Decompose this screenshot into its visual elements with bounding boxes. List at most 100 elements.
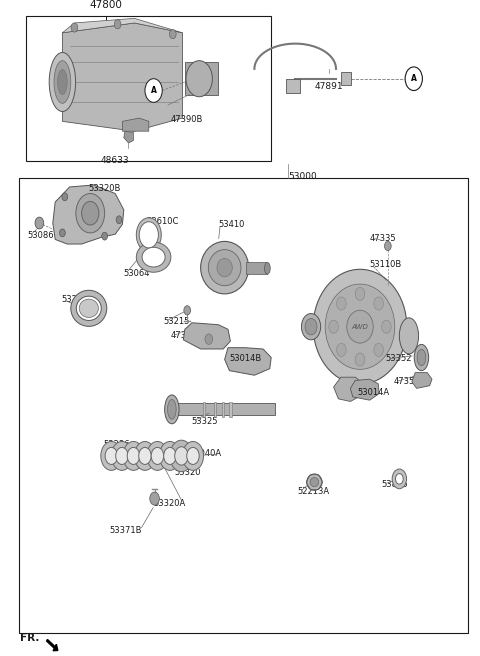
Text: 53320A: 53320A xyxy=(153,499,185,508)
Circle shape xyxy=(134,441,156,470)
Ellipse shape xyxy=(264,262,270,274)
Circle shape xyxy=(62,193,68,201)
Bar xyxy=(203,402,205,417)
Circle shape xyxy=(150,492,159,505)
Ellipse shape xyxy=(168,400,176,419)
Text: 53040A: 53040A xyxy=(190,449,222,459)
Ellipse shape xyxy=(347,310,373,343)
Ellipse shape xyxy=(307,474,322,490)
Circle shape xyxy=(102,232,108,240)
Text: 53236: 53236 xyxy=(103,440,130,449)
Circle shape xyxy=(374,297,384,310)
Text: 53014B: 53014B xyxy=(229,354,262,363)
Polygon shape xyxy=(53,185,124,244)
Ellipse shape xyxy=(54,60,71,104)
Polygon shape xyxy=(62,18,182,33)
Text: AWD: AWD xyxy=(351,323,369,330)
Circle shape xyxy=(396,474,403,484)
Circle shape xyxy=(147,441,168,470)
Ellipse shape xyxy=(142,247,165,267)
Circle shape xyxy=(139,222,158,248)
Ellipse shape xyxy=(110,441,113,470)
Polygon shape xyxy=(183,323,230,349)
Ellipse shape xyxy=(79,299,98,318)
Text: A: A xyxy=(411,74,417,83)
Ellipse shape xyxy=(49,52,76,112)
Ellipse shape xyxy=(201,241,249,294)
Bar xyxy=(341,72,351,85)
Ellipse shape xyxy=(136,242,171,272)
Ellipse shape xyxy=(399,318,419,354)
Ellipse shape xyxy=(313,269,407,384)
Circle shape xyxy=(116,447,128,464)
Circle shape xyxy=(405,67,422,91)
Polygon shape xyxy=(225,348,271,375)
Circle shape xyxy=(114,20,121,29)
Circle shape xyxy=(145,79,162,102)
Ellipse shape xyxy=(305,318,317,335)
Polygon shape xyxy=(62,23,182,131)
Text: 47390B: 47390B xyxy=(170,115,203,124)
Ellipse shape xyxy=(76,296,101,321)
Ellipse shape xyxy=(165,395,179,424)
Ellipse shape xyxy=(156,441,159,470)
Circle shape xyxy=(123,441,144,470)
Text: 53014A: 53014A xyxy=(358,388,390,397)
Text: 53352: 53352 xyxy=(385,354,411,363)
Circle shape xyxy=(71,23,78,32)
Circle shape xyxy=(205,334,213,344)
Text: 53215: 53215 xyxy=(163,317,190,326)
Text: 53371B: 53371B xyxy=(109,525,142,535)
Ellipse shape xyxy=(132,441,135,470)
Circle shape xyxy=(374,343,384,356)
Polygon shape xyxy=(350,379,379,400)
Ellipse shape xyxy=(120,441,123,470)
Bar xyxy=(229,402,232,417)
Ellipse shape xyxy=(414,344,429,371)
Circle shape xyxy=(187,447,199,464)
Ellipse shape xyxy=(58,70,67,94)
Ellipse shape xyxy=(144,441,146,470)
Text: 53410: 53410 xyxy=(218,220,245,229)
Bar xyxy=(222,402,224,417)
Circle shape xyxy=(136,218,161,252)
Ellipse shape xyxy=(217,258,232,277)
Text: 47891: 47891 xyxy=(314,82,343,91)
Bar xyxy=(185,62,218,95)
Bar xyxy=(19,178,468,633)
Text: 47800: 47800 xyxy=(89,0,122,10)
Circle shape xyxy=(111,441,132,470)
Polygon shape xyxy=(412,373,432,388)
Ellipse shape xyxy=(71,290,107,327)
Circle shape xyxy=(35,217,44,229)
Text: 48633: 48633 xyxy=(101,156,130,165)
Ellipse shape xyxy=(301,314,321,340)
Circle shape xyxy=(336,343,346,356)
Circle shape xyxy=(384,241,391,251)
FancyArrow shape xyxy=(47,640,58,651)
Circle shape xyxy=(392,469,407,489)
Text: 53885: 53885 xyxy=(382,480,408,489)
Bar xyxy=(246,262,267,274)
Bar xyxy=(26,16,271,161)
Circle shape xyxy=(116,216,122,224)
Text: 47335: 47335 xyxy=(370,234,396,243)
Circle shape xyxy=(164,447,176,464)
Circle shape xyxy=(355,353,365,366)
Circle shape xyxy=(355,287,365,300)
Circle shape xyxy=(184,306,191,315)
Circle shape xyxy=(182,441,204,470)
Circle shape xyxy=(170,440,193,472)
Circle shape xyxy=(82,201,99,225)
Circle shape xyxy=(329,320,338,333)
Circle shape xyxy=(127,447,140,464)
Text: 53610C: 53610C xyxy=(146,216,179,226)
Ellipse shape xyxy=(310,478,319,487)
Ellipse shape xyxy=(168,441,171,470)
Circle shape xyxy=(139,447,151,464)
Text: FR.: FR. xyxy=(20,633,39,643)
Polygon shape xyxy=(334,377,364,401)
Polygon shape xyxy=(124,131,133,143)
Circle shape xyxy=(175,447,188,465)
Ellipse shape xyxy=(208,249,241,286)
